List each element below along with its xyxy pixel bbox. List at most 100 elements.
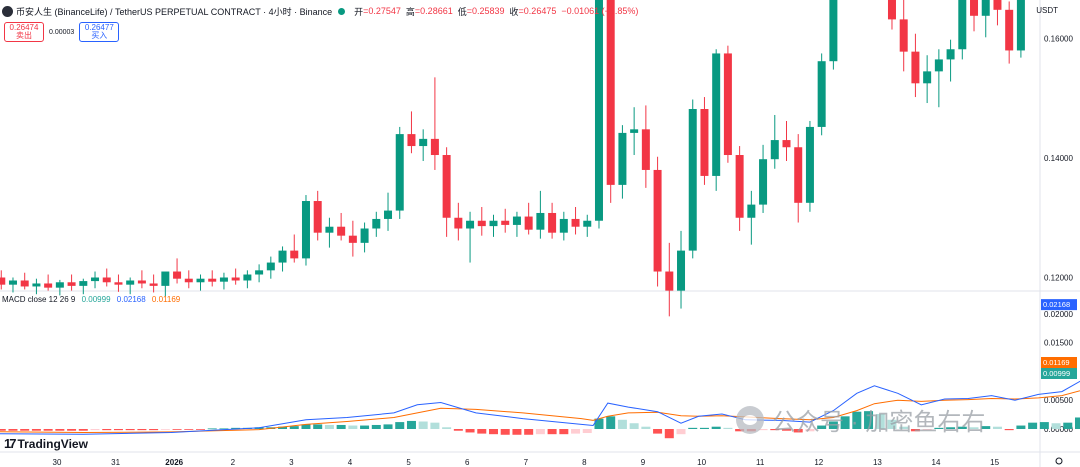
candle-body [219,277,228,282]
candle-body [184,278,193,283]
candle-body [981,0,990,16]
time-tick-label: 3 [289,458,294,467]
spread-value: 0.00003 [49,28,75,36]
candle-body [395,134,404,211]
candle-body [782,140,791,148]
macd-histogram-bar [770,429,780,431]
candle-body [794,147,803,203]
macd-histogram-bar [430,422,440,429]
macd-histogram-bar [641,426,651,429]
macd-histogram-bar [102,429,112,431]
candle-body [290,250,299,259]
candle-body [489,220,498,227]
macd-histogram-bar [957,426,967,429]
macd-histogram-bar [676,429,686,435]
candle-body [301,201,310,259]
macd-histogram-bar [699,427,709,429]
candle-body [384,210,393,219]
macd-title[interactable]: MACD close 12 26 9 [2,295,76,304]
buy-label: 买入 [91,31,108,40]
candle-body [79,281,88,286]
time-tick-label: 31 [111,458,120,467]
close-value: =0.26475 [518,6,557,16]
candle-body [630,129,639,133]
candle-body [430,138,439,156]
symbol-header: 币安人生 (BinanceLife) / TetherUS PERPETUAL … [0,3,638,19]
candle-body [770,140,779,160]
macd-histogram-bar [324,424,334,429]
macd-histogram-bar [184,429,194,430]
macd-histogram-bar [887,419,897,429]
macd-signal-tag-text: 0.01169 [1043,358,1070,367]
macd-histogram-bar [219,428,229,430]
macd-histogram-bar [1016,425,1026,429]
candle-body [208,278,217,282]
macd-histogram-bar [395,422,405,429]
macd-histogram-bar [664,429,674,439]
currency-label[interactable]: USDT [1036,6,1058,15]
macd-tick-label: 0.01500 [1044,339,1073,348]
macd-histogram-bar [606,416,616,429]
macd-histogram-bar [653,429,663,434]
candle-body [325,226,334,233]
candle-body [266,262,275,271]
candle-body [407,134,416,147]
macd-histogram-bar [782,429,791,431]
macd-tick-label: 0.00000 [1044,425,1073,434]
macd-legend: MACD close 12 26 9 0.00999 0.02168 0.011… [2,295,180,304]
macd-histogram-bar [125,429,135,431]
sell-button[interactable]: 0.26474 卖出 [4,22,44,42]
macd-histogram-bar [793,429,803,433]
candle-body [0,277,6,285]
candle-body [712,53,721,176]
candle-body [32,283,41,287]
candle-body [102,277,111,283]
axis-settings-icon[interactable] [1055,457,1063,465]
candle-body [899,19,908,52]
macd-histogram-bar [90,429,100,431]
symbol-title[interactable]: 币安人生 (BinanceLife) / TetherUS PERPETUAL … [16,6,333,17]
candle-body [501,220,510,225]
candle-body [934,59,943,72]
tradingview-logo[interactable]: 17 TradingView [4,436,88,451]
candle-body [20,280,29,287]
high-label: 高 [405,6,415,17]
macd-histogram-bar [500,429,510,435]
symbol-icon [2,5,13,17]
macd-histogram-bar [805,429,815,432]
candle-body [1005,9,1014,51]
time-tick-label: 10 [697,458,706,467]
candle-body [231,277,240,281]
macd-histogram-bar [594,418,604,429]
buy-button[interactable]: 0.26477 买入 [79,22,120,42]
macd-signal-tag-bg [1041,357,1077,368]
candle-body [348,235,357,243]
candle-body [571,218,580,227]
macd-histogram-bar [1028,422,1038,429]
macd-histogram-bar [360,425,370,429]
macd-histogram-bar [78,429,88,431]
macd-histogram-bar [711,426,721,429]
macd-histogram-bar [348,425,358,429]
macd-histogram-bar [840,416,850,429]
candle-body [911,51,920,84]
time-tick-label: 7 [524,458,529,467]
candle-body [677,250,686,291]
macd-histogram-bar [969,427,979,429]
candle-body [91,277,100,282]
candle-body [466,220,475,229]
price-tick-label: 0.14000 [1044,154,1073,163]
macd-histogram-bar [137,429,147,431]
candle-body [419,138,428,147]
candle-body [594,0,603,221]
macd-histogram-bar [1051,423,1061,429]
time-tick-label: 15 [990,458,999,467]
macd-histogram-bar [512,429,522,435]
macd-histogram-bar [289,426,299,429]
trade-panel: 0.26474 卖出 0.00003 0.26477 买入 [4,22,120,42]
candle-body [8,280,17,285]
candle-body [360,228,369,243]
macd-line-value: 0.02168 [116,295,146,304]
